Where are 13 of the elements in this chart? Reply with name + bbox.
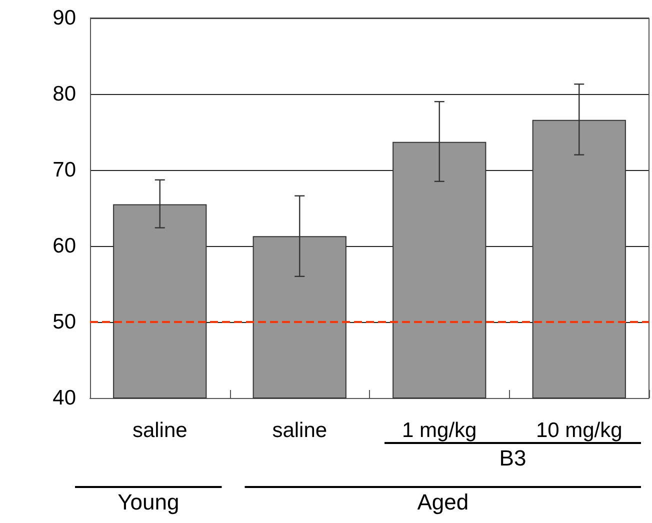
x-tick-label: saline — [272, 419, 328, 442]
y-tick-label: 70 — [52, 158, 76, 182]
y-tick-label: 90 — [52, 6, 76, 30]
text: Aged — [417, 490, 469, 514]
x-tick-label: 10 mg/kg — [536, 419, 622, 442]
y-tick-label: 50 — [52, 310, 76, 334]
y-tick-label: 60 — [52, 234, 76, 258]
y-tick-label: 40 — [52, 386, 76, 410]
text: Young — [118, 490, 180, 514]
x-tick-label: 1 mg/kg — [402, 419, 477, 442]
x-tick-label: saline — [132, 419, 188, 442]
y-tick-label: 80 — [52, 82, 76, 106]
text: B3 — [499, 446, 526, 470]
